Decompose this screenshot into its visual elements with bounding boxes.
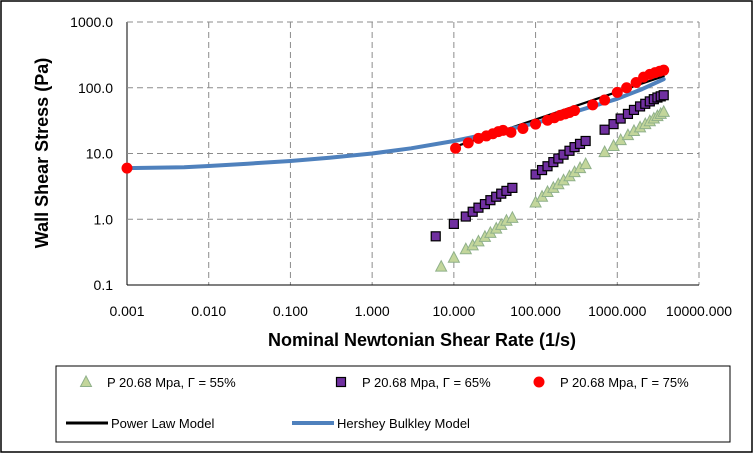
y-tick-labels: 0.1 1.0 10.0 100.0 1000.0	[70, 14, 113, 293]
data-point	[599, 94, 611, 106]
x-tick-label: 10.000	[432, 303, 475, 319]
data-point	[506, 210, 519, 223]
data-point	[630, 77, 642, 89]
data-point	[530, 118, 542, 130]
legend-label: Power Law Model	[111, 416, 214, 431]
legend-marker	[79, 374, 93, 387]
data-point	[611, 86, 623, 98]
y-tick-label: 1000.0	[70, 14, 113, 30]
y-tick-label: 10.0	[86, 146, 113, 162]
y-tick-label: 1.0	[94, 211, 114, 227]
data-point	[579, 157, 592, 170]
x-tick-label: 100.000	[510, 303, 561, 319]
data-point	[434, 259, 448, 272]
data-point	[621, 82, 633, 94]
legend: P 20.68 Mpa, Γ = 55% P 20.68 Mpa, Γ = 65%…	[55, 365, 731, 443]
series-2-points	[430, 90, 669, 242]
plot-series	[121, 64, 671, 272]
x-tick-label: 1000.000	[588, 303, 647, 319]
legend-box	[55, 365, 731, 443]
y-tick-label: 100.0	[78, 80, 113, 96]
x-tick-label: 0.010	[191, 303, 226, 319]
x-tick-label: 10000.000	[666, 303, 732, 319]
legend-label: P 20.68 Mpa, Γ = 75%	[560, 375, 689, 390]
data-point	[447, 250, 461, 263]
data-point	[462, 137, 474, 149]
legend-label: Hershey Bulkley Model	[337, 416, 470, 431]
x-tick-label: 1.000	[355, 303, 390, 319]
grid-lines	[126, 21, 700, 286]
x-tick-label: 0.001	[109, 303, 144, 319]
y-tick-label: 0.1	[94, 277, 114, 293]
legend-marker	[533, 376, 545, 388]
data-point	[608, 118, 619, 130]
data-point	[658, 90, 669, 101]
data-point	[507, 182, 518, 193]
legend-marker	[335, 376, 347, 388]
data-point	[580, 135, 591, 147]
data-point	[657, 104, 671, 117]
series-1-points	[434, 104, 671, 272]
data-point	[448, 218, 459, 229]
data-point	[587, 99, 599, 111]
data-point	[569, 105, 581, 117]
data-point	[517, 123, 529, 135]
data-point	[598, 145, 611, 158]
data-point	[505, 126, 517, 138]
data-point	[607, 138, 620, 152]
data-point	[430, 231, 441, 242]
legend-label: P 20.68 Mpa, Γ = 65%	[362, 375, 491, 390]
legend-label: P 20.68 Mpa, Γ = 55%	[107, 375, 236, 390]
x-axis-title: Nominal Newtonian Shear Rate (1/s)	[268, 330, 576, 350]
data-point	[658, 64, 670, 76]
data-point	[121, 162, 133, 174]
series-3-points	[121, 64, 670, 174]
data-point	[599, 124, 610, 135]
x-tick-label: 0.100	[273, 303, 308, 319]
data-point	[450, 142, 462, 154]
y-axis-title: Wall Shear Stress (Pa)	[32, 58, 52, 248]
x-tick-labels: 0.001 0.010 0.100 1.000 10.000 100.000 1000.00…	[109, 303, 732, 319]
